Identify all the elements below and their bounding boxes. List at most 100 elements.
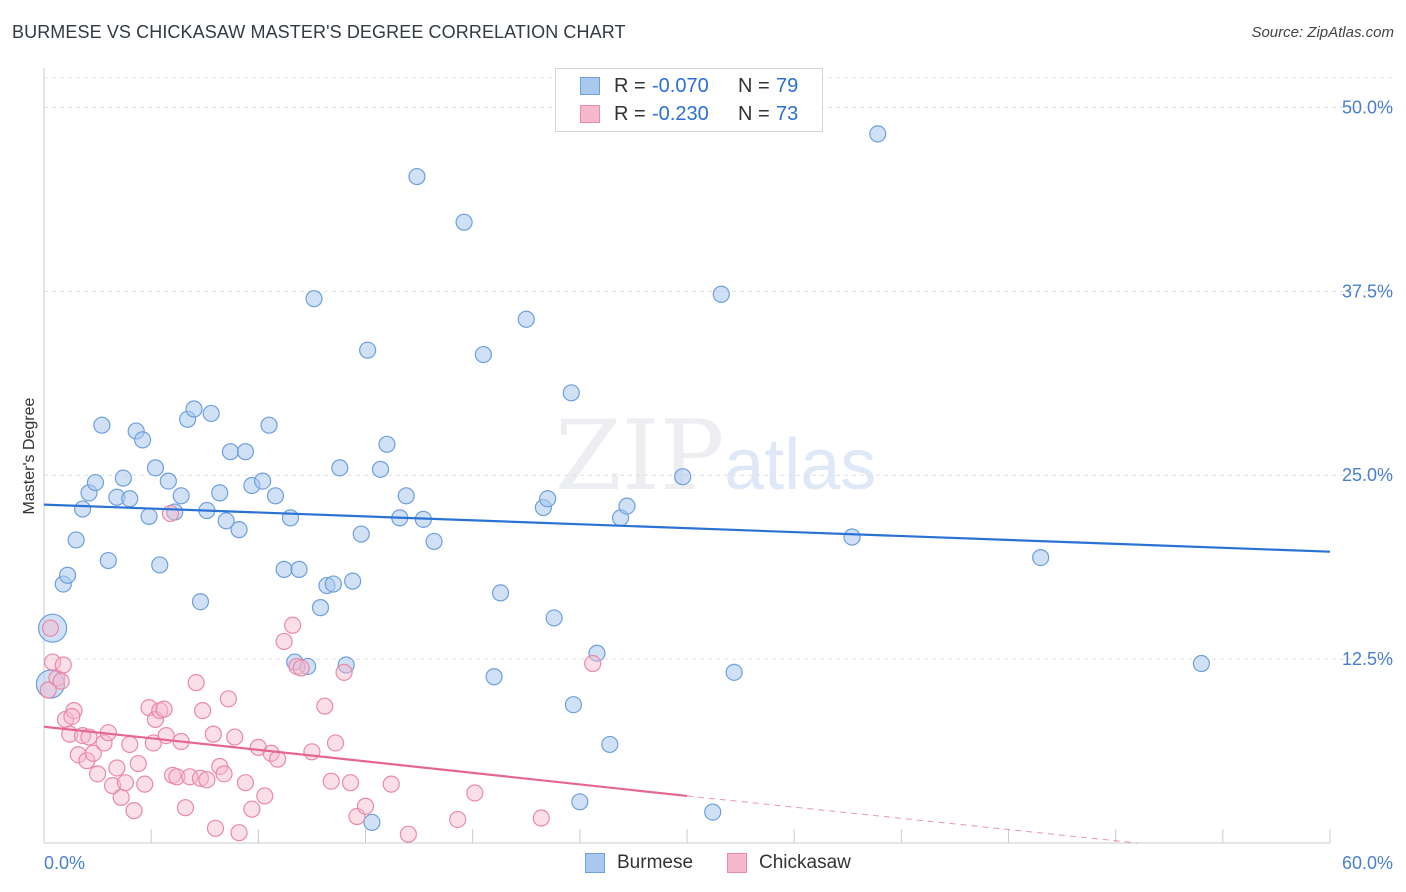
- y-tick-label: 12.5%: [1342, 649, 1393, 669]
- source-label: Source: ZipAtlas.com: [1251, 24, 1394, 41]
- burmese-point: [58, 566, 77, 584]
- chickasaw-point: [52, 672, 70, 690]
- burmese-point: [133, 431, 152, 449]
- legend-r-label: R =: [614, 102, 646, 125]
- burmese-point: [455, 213, 473, 231]
- burmese-point: [843, 528, 861, 546]
- chickasaw-point: [356, 797, 375, 815]
- chickasaw-point: [230, 824, 248, 842]
- chickasaw-point: [136, 775, 154, 793]
- chickasaw-label: Chickasaw: [759, 852, 851, 873]
- chickasaw-point: [129, 754, 147, 773]
- chickasaw-point: [219, 690, 237, 708]
- burmese-point: [517, 310, 535, 328]
- legend-r-label: R =: [614, 74, 646, 97]
- chickasaw-point: [108, 759, 126, 777]
- legend-n-label: N =: [738, 102, 770, 125]
- chickasaw-point: [121, 735, 139, 754]
- burmese-point: [236, 443, 255, 461]
- burmese-point: [397, 487, 415, 505]
- burmese-label: Burmese: [617, 852, 694, 873]
- chickasaw-point: [382, 775, 400, 793]
- chickasaw-point: [155, 700, 173, 718]
- chickasaw-point: [262, 744, 280, 762]
- burmese-point: [371, 460, 390, 478]
- watermark-zip: ZIP: [555, 400, 725, 512]
- burmese-point: [290, 560, 308, 578]
- burmese-point: [1192, 654, 1211, 673]
- chickasaw-point: [584, 654, 602, 673]
- chickasaw-point: [194, 701, 212, 720]
- legend-swatch-chickasaw: [580, 105, 600, 123]
- chickasaw-point: [275, 632, 293, 651]
- chickasaw-point: [206, 819, 225, 837]
- burmese-trend-line: [43, 503, 1331, 553]
- burmese-point: [93, 416, 111, 434]
- chickasaw-point: [236, 774, 255, 792]
- burmese-point: [601, 735, 619, 754]
- chickasaw-point: [226, 728, 244, 746]
- chickasaw-point: [191, 769, 210, 787]
- watermark: ZIPatlas: [555, 400, 876, 512]
- y-tick-label: 37.5%: [1342, 281, 1393, 301]
- y-tick-label: 50.0%: [1342, 97, 1393, 117]
- burmese-point: [275, 560, 293, 578]
- chickasaw-point: [322, 772, 340, 790]
- watermark-atlas: atlas: [724, 425, 877, 505]
- burmese-point: [230, 521, 248, 539]
- burmese-point: [114, 469, 132, 487]
- chickasaw-point: [41, 619, 60, 637]
- chickasaw-point: [303, 743, 321, 761]
- burmese-point: [618, 497, 636, 515]
- chickasaw-point: [176, 799, 195, 817]
- burmese-point: [260, 416, 278, 434]
- chickasaw-point: [532, 809, 550, 827]
- chickasaw-point: [198, 771, 216, 789]
- chickasaw-point: [88, 765, 107, 783]
- chickasaw-point: [54, 656, 72, 674]
- burmese-point: [1032, 548, 1050, 567]
- chickasaw-point: [204, 725, 222, 743]
- series-legend-chickasaw[interactable]: Chickasaw: [727, 852, 851, 874]
- gridlines: [44, 77, 1392, 660]
- chickasaw-point: [326, 734, 345, 752]
- legend-swatch-burmese: [580, 77, 600, 95]
- legend-r-value: -0.230: [652, 102, 709, 125]
- chickasaw-point: [95, 734, 113, 752]
- burmese-point: [539, 490, 557, 508]
- burmese-point: [359, 341, 377, 359]
- burmese-point: [254, 472, 272, 490]
- axes: [43, 68, 1331, 844]
- burmese-point: [545, 609, 563, 627]
- x-tick-label: 60.0%: [1342, 853, 1393, 873]
- burmese-points: [35, 125, 1211, 832]
- y-axis-label: Master's Degree: [21, 397, 38, 514]
- burmese-point: [311, 599, 330, 617]
- series-legend: Burmese Chickasaw: [0, 852, 1406, 878]
- chickasaw-point: [243, 800, 261, 818]
- chickasaw-trend-line: [43, 725, 688, 798]
- burmese-point: [221, 443, 240, 461]
- chickasaw-point: [63, 707, 81, 726]
- legend-n-value: 79: [776, 74, 799, 97]
- series-legend-burmese[interactable]: Burmese: [585, 852, 693, 874]
- burmese-point: [564, 696, 583, 714]
- chart-title: BURMESE VS CHICKASAW MASTER'S DEGREE COR…: [12, 22, 626, 42]
- burmese-point: [146, 459, 165, 477]
- chickasaw-point: [215, 765, 233, 783]
- legend: R = -0.070 N = 79 R = -0.230 N = 73: [555, 68, 823, 132]
- chickasaw-point: [466, 784, 484, 802]
- burmese-point: [725, 663, 743, 681]
- burmese-swatch: [585, 853, 605, 873]
- burmese-point: [408, 167, 426, 186]
- chickasaw-swatch: [727, 853, 747, 873]
- burmese-point: [704, 803, 722, 821]
- chickasaw-point: [335, 663, 353, 681]
- chickasaw-point: [292, 659, 310, 677]
- burmese-point: [202, 404, 220, 423]
- burmese-point: [151, 556, 169, 574]
- chickasaw-point: [187, 674, 205, 692]
- chickasaw-point: [161, 504, 180, 523]
- chickasaw-point: [39, 681, 57, 699]
